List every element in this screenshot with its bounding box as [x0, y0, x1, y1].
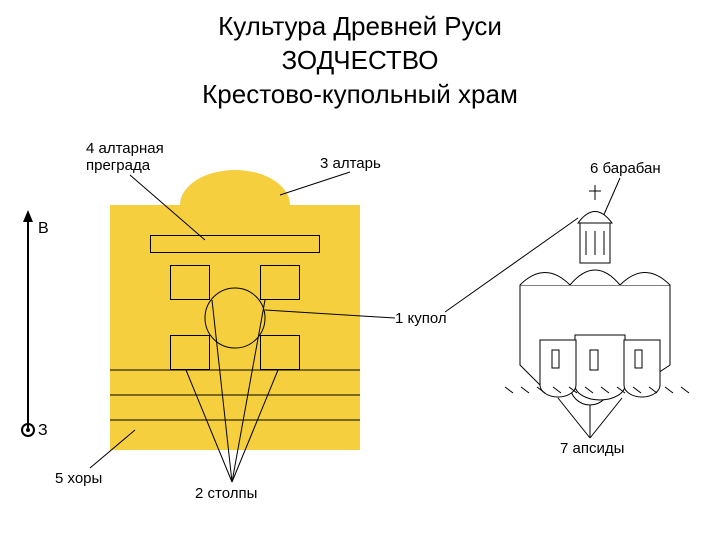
compass-west-label: З	[38, 422, 48, 440]
title-block: Культура Древней Руси ЗОДЧЕСТВО Крестово…	[0, 10, 720, 111]
title-line-2: ЗОДЧЕСТВО	[0, 44, 720, 78]
plan-pillar	[170, 335, 210, 370]
title-line-3: Крестово-купольный храм	[0, 78, 720, 112]
label-3-altar: 3 алтарь	[320, 155, 381, 172]
label-6-drum: 6 барабан	[590, 160, 661, 177]
label-7-apses: 7 апсиды	[560, 440, 624, 457]
label-4-altar-screen: 4 алтарная преграда	[86, 140, 164, 174]
compass-east-label: В	[38, 220, 49, 238]
plan-iconostasis	[150, 235, 320, 253]
label-1-dome: 1 купол	[395, 310, 447, 327]
plan-pillar	[260, 335, 300, 370]
label-5-choir: 5 хоры	[55, 470, 102, 487]
plan-pillar	[170, 265, 210, 300]
label-2-pillars: 2 столпы	[195, 485, 257, 502]
plan-pillar	[260, 265, 300, 300]
title-line-1: Культура Древней Руси	[0, 10, 720, 44]
